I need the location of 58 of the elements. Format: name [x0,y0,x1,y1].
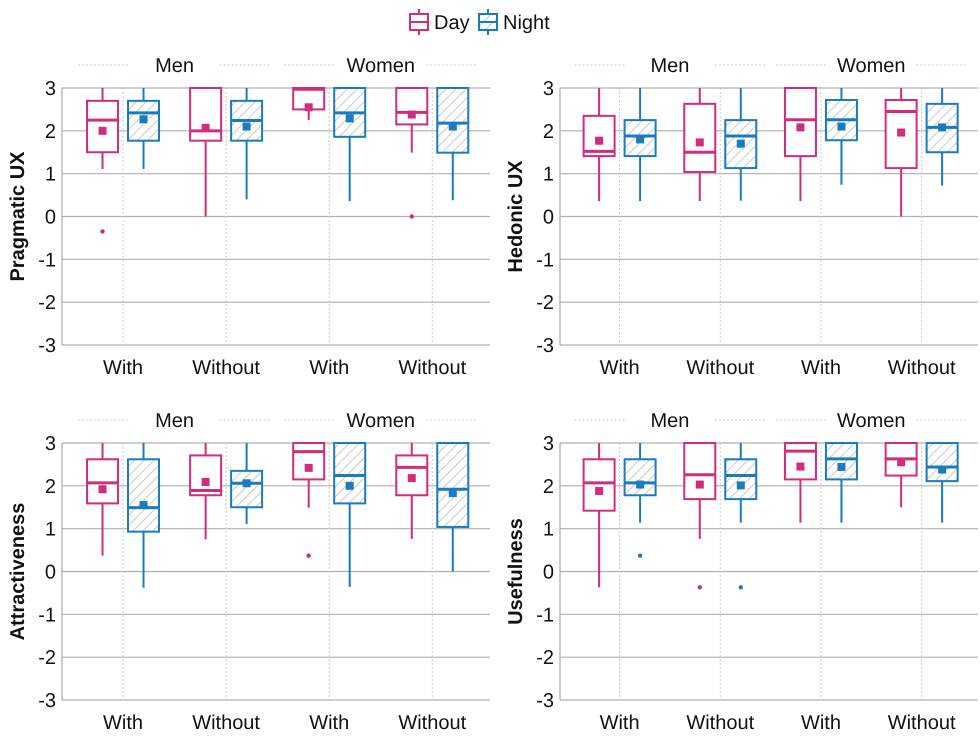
y-axis-title: Pragmatic UX [7,150,29,282]
x-tick-label: With [309,712,350,734]
y-tick-label: 3 [542,78,554,100]
y-axis-title: Attractiveness [7,502,29,640]
x-tick-label: Without [192,712,260,734]
text: Women [837,410,906,432]
x-tick-label: With [600,357,640,379]
x-tick-label: Without [888,357,956,379]
x-tick-label: With [800,357,841,379]
x-tick-label: Without [398,357,467,379]
y-tick-label: 3 [44,78,56,100]
y-tick-label: -3 [536,335,554,357]
y-tick-label: 2 [44,120,56,143]
y-tick-label: 1 [542,518,554,541]
x-tick-label: With [103,712,144,734]
y-axis-title: Hedonic UX [505,160,527,273]
text: Women [346,55,416,77]
y-tick-label: -3 [38,335,56,357]
x-tick-label: Without [686,357,755,379]
text: Men [650,55,690,77]
x-tick-label: With [309,357,350,379]
y-tick-label: 2 [542,476,554,498]
y-tick-label: -2 [38,292,56,314]
x-tick-label: With [103,357,144,379]
text: Men [155,410,194,432]
x-tick-label: Without [398,712,467,734]
x-tick-label: Without [686,712,755,734]
x-tick-label: Without [192,357,260,379]
y-tick-label: 2 [542,120,554,143]
text: Men [155,55,194,77]
y-tick-label: 0 [44,562,56,584]
y-tick-label: 1 [44,518,56,541]
legend-label: Day [434,12,470,34]
y-tick-label: -2 [536,292,554,314]
y-tick-label: 0 [542,206,554,228]
y-tick-label: 0 [44,206,56,228]
y-axis-title: Usefulness [505,518,527,625]
x-tick-label: With [600,712,640,734]
legend-label: Night [503,12,550,34]
y-tick-label: -3 [536,690,554,712]
y-tick-label: -2 [536,647,554,670]
y-tick-label: -1 [536,249,554,272]
y-tick-label: 3 [542,433,554,455]
text: Women [346,410,416,432]
x-tick-label: With [800,712,841,734]
text: Men [650,410,690,432]
y-tick-label: -2 [38,647,56,670]
y-tick-label: 2 [44,476,56,498]
y-tick-label: -3 [38,690,56,712]
y-tick-label: -1 [38,604,56,626]
y-tick-label: 3 [44,433,56,455]
y-tick-label: 1 [44,164,56,186]
y-tick-label: 1 [542,164,554,186]
y-tick-label: 0 [542,562,554,584]
y-tick-label: -1 [38,249,56,272]
y-tick-label: -1 [536,604,554,626]
text: Women [837,55,906,77]
x-tick-label: Without [888,712,956,734]
